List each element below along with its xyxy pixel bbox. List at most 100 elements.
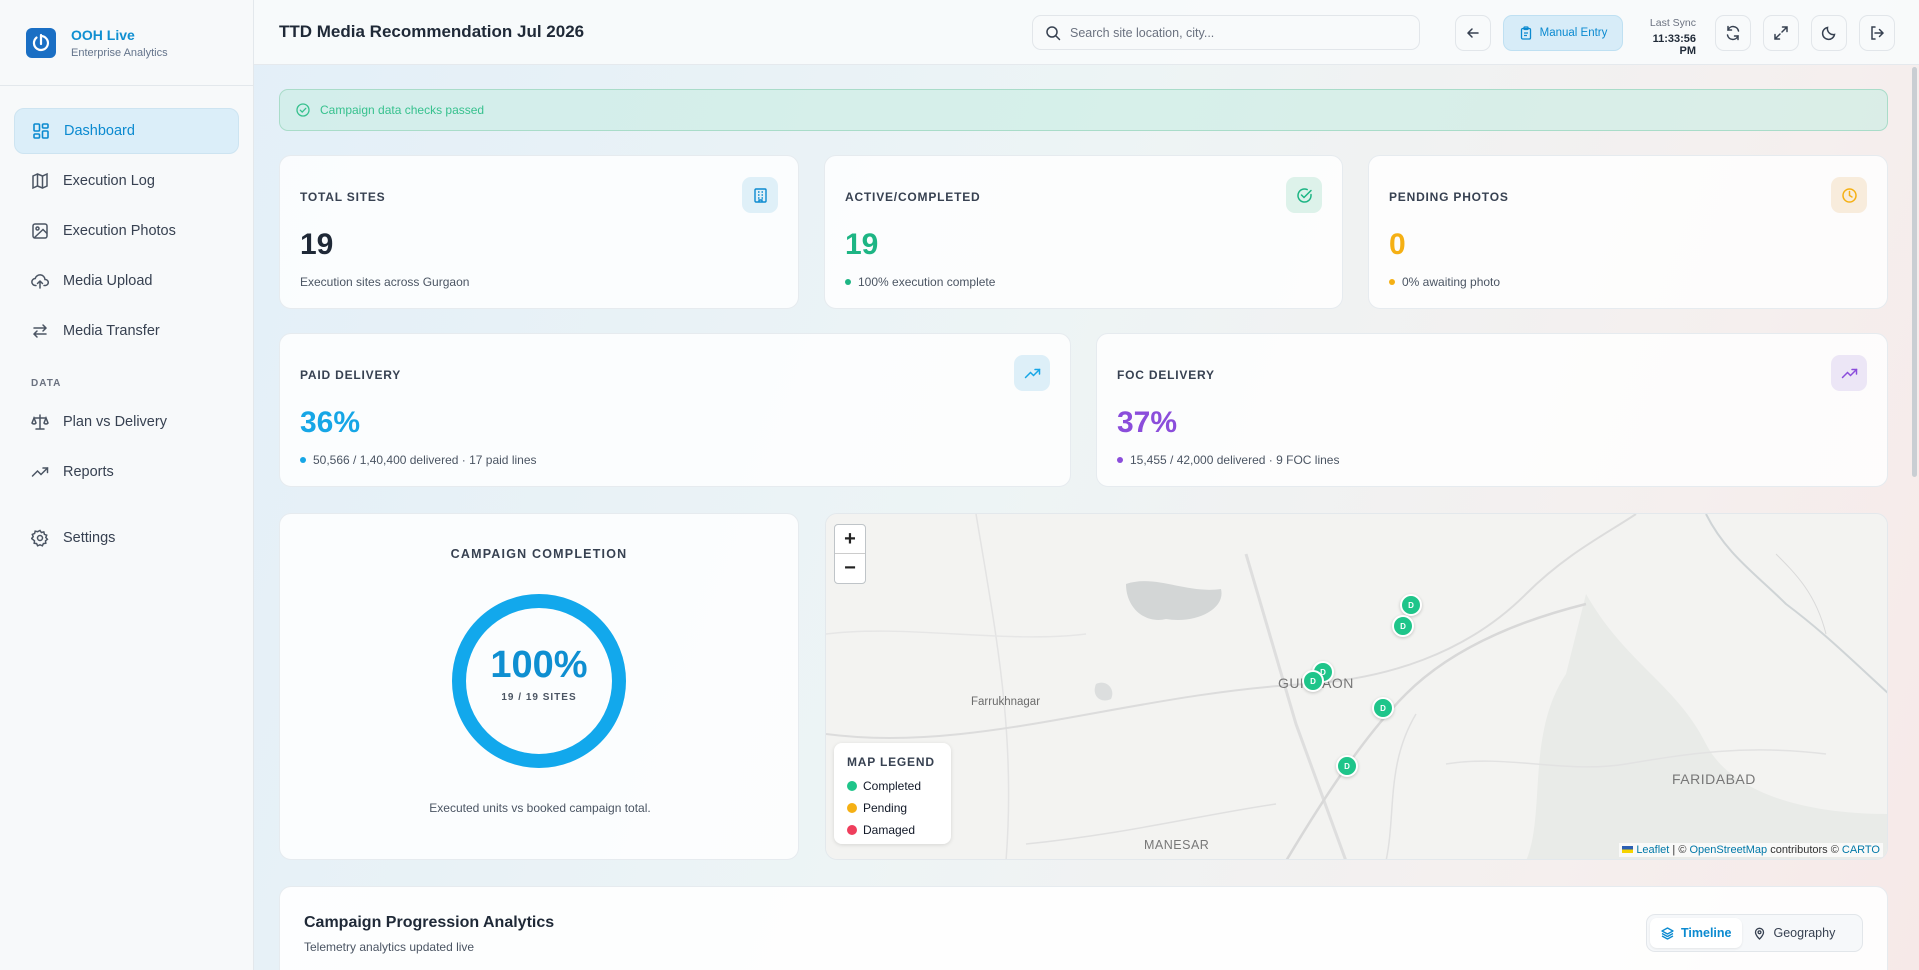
check-circle-icon — [1296, 187, 1312, 203]
map-icon — [32, 172, 48, 190]
cloud-upload-icon — [31, 274, 49, 289]
stat-label: FOC DELIVERY — [1117, 368, 1215, 382]
sidebar-item-label: Reports — [63, 464, 114, 480]
fullscreen-button[interactable] — [1763, 15, 1799, 51]
image-icon — [32, 223, 48, 239]
legend-dot — [847, 781, 857, 791]
tab-label: Geography — [1773, 926, 1836, 940]
status-dot — [845, 279, 851, 285]
stat-value: 36% — [300, 406, 361, 439]
legend-item-completed: Completed — [847, 775, 951, 797]
sidebar-item-label: Plan vs Delivery — [63, 414, 167, 430]
brand-logo — [26, 27, 56, 58]
map-label-faridabad: FARIDABAD — [1672, 771, 1756, 787]
stat-card-active-completed: ACTIVE/COMPLETED 19 100% execution compl… — [824, 155, 1343, 309]
refresh-button[interactable] — [1715, 15, 1751, 51]
map-marker[interactable]: D — [1400, 594, 1422, 616]
trend-up-icon — [1841, 368, 1857, 378]
stat-label: PAID DELIVERY — [300, 368, 402, 382]
last-sync-label: Last Sync — [1649, 17, 1696, 29]
scrollbar-thumb[interactable] — [1912, 67, 1917, 477]
theme-toggle-button[interactable] — [1811, 15, 1847, 51]
sidebar-item-settings[interactable]: Settings — [14, 515, 239, 561]
stat-value: 19 — [845, 228, 879, 261]
manual-entry-button[interactable]: Manual Entry — [1503, 15, 1623, 51]
map-label-farrukhnagar: Farrukhnagar — [971, 696, 1041, 708]
stat-subtext-label: 100% execution complete — [858, 275, 996, 289]
logout-button[interactable] — [1859, 15, 1895, 51]
osm-link[interactable]: OpenStreetMap — [1689, 844, 1768, 856]
stat-subtext: 0% awaiting photo — [1389, 275, 1500, 289]
legend-label: Damaged — [863, 823, 916, 837]
leaflet-link[interactable]: Leaflet — [1636, 844, 1670, 856]
building-icon — [753, 187, 767, 203]
sidebar-item-media-upload[interactable]: Media Upload — [14, 258, 239, 304]
carto-link[interactable]: CARTO — [1841, 844, 1880, 856]
map-legend-title: MAP LEGEND — [847, 755, 935, 769]
stat-subtext-label: Execution sites across Gurgaon — [300, 275, 470, 289]
stat-subtext: 15,455 / 42,000 delivered · 9 FOC lines — [1117, 453, 1339, 467]
map-pin-icon — [1755, 927, 1765, 940]
legend-dot — [847, 825, 857, 835]
map-marker[interactable]: D — [1392, 615, 1414, 637]
stat-icon — [1831, 177, 1867, 213]
sidebar-item-media-transfer[interactable]: Media Transfer — [14, 308, 239, 354]
stat-value: 37% — [1117, 406, 1178, 439]
search-box[interactable] — [1032, 15, 1420, 50]
sidebar-item-label: Settings — [63, 530, 116, 546]
analytics-title: Campaign Progression Analytics — [304, 914, 555, 931]
scale-icon — [31, 414, 49, 430]
nav-section-data: DATA — [31, 378, 62, 389]
zoom-in-button[interactable]: + — [835, 525, 865, 554]
tab-timeline[interactable]: Timeline — [1650, 918, 1743, 948]
map-attribution: Leaflet | © OpenStreetMap contributors ©… — [1619, 843, 1883, 857]
sidebar-item-execution-log[interactable]: Execution Log — [14, 158, 239, 204]
completion-title: CAMPAIGN COMPLETION — [450, 547, 628, 561]
completion-ring-graphic — [452, 594, 626, 768]
legend-dot — [847, 803, 857, 813]
sidebar: OOH Live Enterprise Analytics Dashboard … — [0, 0, 254, 970]
map-marker[interactable]: D — [1302, 670, 1324, 692]
brand-name: OOH Live — [71, 26, 135, 43]
main-content: TTD Media Recommendation Jul 2026 Manual… — [254, 0, 1919, 970]
stat-subtext-label: 0% awaiting photo — [1402, 275, 1501, 289]
topbar: TTD Media Recommendation Jul 2026 Manual… — [254, 0, 1919, 65]
sidebar-item-dashboard[interactable]: Dashboard — [14, 108, 239, 154]
status-dot — [1389, 279, 1395, 285]
stat-subtext-label: 50,566 / 1,40,400 delivered · 17 paid li… — [313, 453, 537, 467]
brand[interactable]: OOH Live Enterprise Analytics — [0, 0, 253, 86]
stat-subtext: 50,566 / 1,40,400 delivered · 17 paid li… — [300, 453, 537, 467]
expand-icon — [1774, 26, 1788, 40]
stat-icon — [1014, 355, 1050, 391]
sidebar-item-plan-vs-delivery[interactable]: Plan vs Delivery — [14, 399, 239, 445]
analytics-subtitle: Telemetry analytics updated live — [304, 940, 475, 954]
map-legend: MAP LEGEND Completed Pending Damaged — [834, 743, 951, 844]
completion-ring-arc — [452, 594, 626, 768]
attribution-text: | © — [1669, 844, 1690, 856]
trend-icon — [31, 467, 49, 477]
stat-card-paid-delivery: PAID DELIVERY 36% 50,566 / 1,40,400 deli… — [279, 333, 1071, 487]
stat-subtext-label: 15,455 / 42,000 delivered · 9 FOC lines — [1130, 453, 1340, 467]
map-marker[interactable]: D — [1336, 755, 1358, 777]
stat-subtext: 100% execution complete — [845, 275, 995, 289]
arrow-left-icon — [1466, 28, 1479, 38]
last-sync-time: 11:33:56 PM — [1652, 33, 1696, 57]
search-input[interactable] — [1070, 25, 1400, 40]
manual-entry-label: Manual Entry — [1539, 27, 1608, 39]
stat-label: ACTIVE/COMPLETED — [845, 190, 981, 204]
campaign-progression-analytics: Campaign Progression Analytics Telemetry… — [279, 886, 1888, 970]
sidebar-nav: Dashboard Execution Log Execution Photos… — [0, 86, 253, 561]
completion-ring: 100% 19 / 19 SITES — [447, 589, 631, 773]
stat-card-foc-delivery: FOC DELIVERY 37% 15,455 / 42,000 deliver… — [1096, 333, 1888, 487]
zoom-out-button[interactable]: − — [844, 557, 856, 579]
sidebar-item-reports[interactable]: Reports — [14, 449, 239, 495]
tab-geography[interactable]: Geography — [1742, 918, 1846, 948]
sidebar-item-execution-photos[interactable]: Execution Photos — [14, 208, 239, 254]
stat-card-pending-photos: PENDING PHOTOS 0 0% awaiting photo — [1368, 155, 1888, 309]
site-map[interactable]: + − Farrukhnagar GURGAON FARIDABAD MANES… — [825, 513, 1888, 860]
back-button[interactable] — [1455, 15, 1491, 51]
analytics-view-toggle: Timeline Geography — [1646, 914, 1863, 952]
flag-icon — [1622, 846, 1634, 853]
scrollbar[interactable] — [1912, 65, 1919, 970]
map-marker[interactable]: D — [1372, 697, 1394, 719]
